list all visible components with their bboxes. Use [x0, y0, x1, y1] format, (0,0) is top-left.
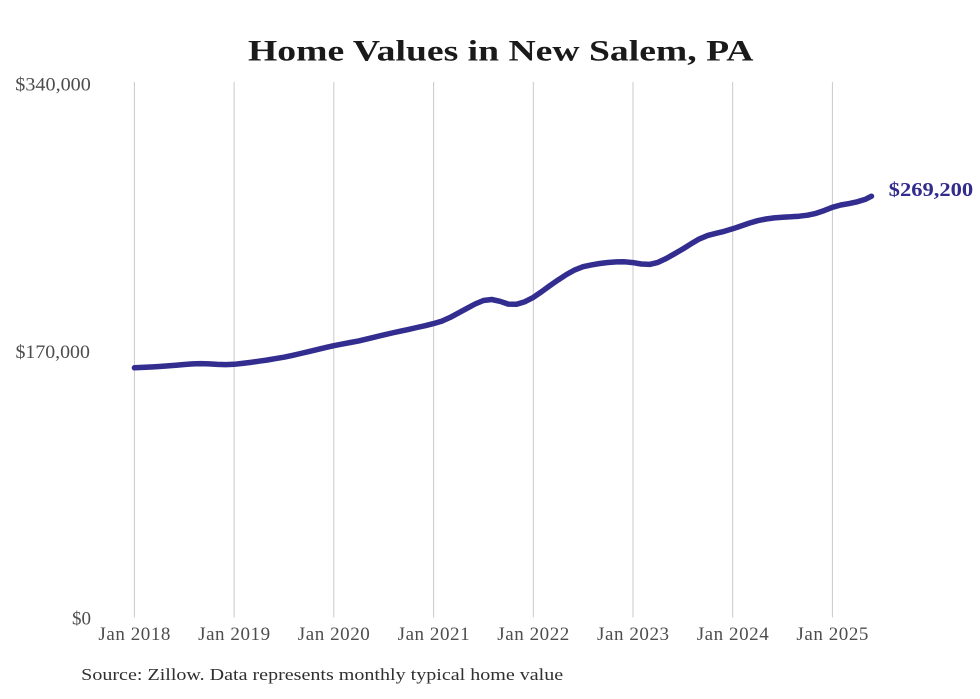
svg-text:Jan 2021: Jan 2021 [398, 624, 470, 645]
svg-text:Home Values in New Salem, PA: Home Values in New Salem, PA [248, 35, 754, 68]
svg-text:Jan 2019: Jan 2019 [198, 624, 270, 645]
svg-text:$269,200: $269,200 [889, 179, 974, 201]
svg-text:Jan 2025: Jan 2025 [796, 624, 868, 645]
svg-text:$0: $0 [72, 608, 91, 629]
svg-text:Jan 2018: Jan 2018 [98, 624, 170, 645]
svg-text:$170,000: $170,000 [16, 342, 90, 363]
svg-text:Source: Zillow. Data represent: Source: Zillow. Data represents monthly … [81, 665, 563, 684]
svg-text:Jan 2024: Jan 2024 [697, 624, 770, 645]
svg-text:$340,000: $340,000 [15, 74, 91, 95]
svg-text:Jan 2020: Jan 2020 [298, 624, 370, 645]
svg-text:Jan 2023: Jan 2023 [597, 624, 669, 645]
svg-text:Jan 2022: Jan 2022 [497, 624, 569, 645]
